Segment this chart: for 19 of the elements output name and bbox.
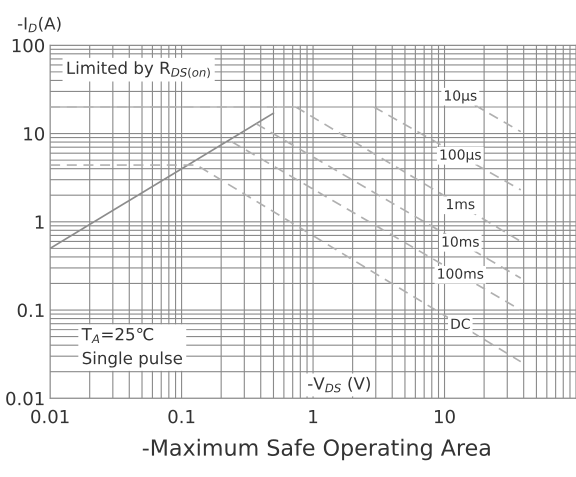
y-tick-label: 100 — [12, 38, 44, 52]
x-tick-label: 10 — [435, 410, 455, 424]
y-axis-title: -I$_{D}$(A) — [18, 16, 61, 32]
series-label: 100µs — [440, 149, 481, 162]
y-tick-label: 0.1 — [18, 304, 44, 318]
series-label: 1ms — [447, 198, 474, 210]
x-axis-title: -V$_{DS}$ (V) — [308, 376, 370, 392]
series-label: 10ms — [442, 236, 479, 247]
y-tick-label: 0.01 — [6, 392, 44, 406]
y-tick-label: 1 — [36, 216, 44, 229]
annotation: Limited by R$_{DS(on)}$ — [68, 61, 210, 78]
annotation: T$_{A}$=25℃ Single pulse — [82, 328, 182, 368]
x-tick-label: 1 — [309, 410, 318, 424]
text: -Maximum Safe Operating Area — [142, 438, 490, 460]
series-label: DC — [451, 318, 470, 330]
x-tick-label: 0.1 — [168, 410, 194, 424]
series-label: 10µs — [444, 90, 476, 104]
y-tick-label: 10 — [24, 127, 44, 141]
series-label: 100ms — [438, 268, 484, 279]
